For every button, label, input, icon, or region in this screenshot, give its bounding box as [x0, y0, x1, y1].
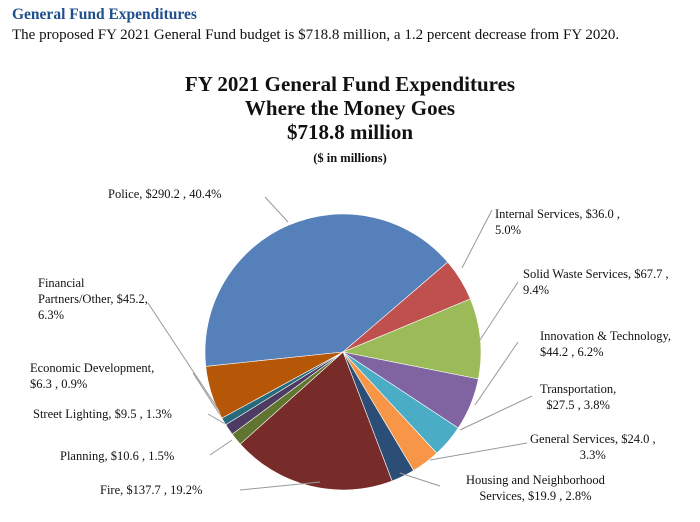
leader-line: [239, 481, 321, 491]
slice-label-line: 5.0%: [495, 223, 522, 237]
slice-label-line: Solid Waste Services, $67.7 ,: [523, 267, 669, 281]
leader-line: [207, 413, 228, 426]
slice-label-line: Police, $290.2 , 40.4%: [108, 187, 222, 201]
leader-line: [147, 302, 221, 413]
slice-label-line: Street Lighting, $9.5 , 1.3%: [33, 407, 172, 421]
slice-label: Street Lighting, $9.5 , 1.3%: [33, 406, 172, 422]
slice-label-line: 9.4%: [523, 283, 550, 297]
intro-text: The proposed FY 2021 General Fund budget…: [12, 27, 620, 43]
section-heading: General Fund Expenditures: [12, 6, 197, 23]
slice-label-line: Planning, $10.6 , 1.5%: [60, 449, 175, 463]
chart-subtitle: ($ in millions): [313, 151, 387, 165]
slice-label-line: Economic Development,: [30, 361, 155, 375]
pie-slice-police: [204, 213, 449, 367]
slice-label-line: $6.3 , 0.9%: [30, 377, 88, 391]
pie-slice-financial-partners-other: [205, 351, 344, 419]
leader-line: [459, 395, 533, 431]
slice-label: Transportation, $27.5 , 3.8%: [540, 381, 616, 413]
slice-label-line: Innovation & Technology,: [540, 329, 672, 343]
slice-label-line: General Services, $24.0 ,: [530, 432, 656, 446]
slice-label-line: 3.3%: [579, 448, 606, 462]
slice-label: Solid Waste Services, $67.7 , 9.4%: [523, 266, 669, 298]
slice-label: Internal Services, $36.0 , 5.0%: [495, 206, 620, 238]
pie-slice-fire: [239, 351, 393, 491]
leader-line: [479, 281, 519, 341]
leader-line: [429, 442, 528, 461]
slice-label-line: Housing and Neighborhood: [466, 473, 605, 487]
slice-label: Planning, $10.6 , 1.5%: [60, 448, 174, 464]
leader-line: [209, 439, 233, 456]
slice-label: Fire, $137.7 , 19.2%: [100, 482, 202, 498]
slice-label: Economic Development, $6.3 , 0.9%: [30, 360, 154, 392]
leader-line: [399, 472, 441, 487]
leader-line: [264, 196, 289, 223]
leader-line: [474, 341, 519, 406]
chart-title-line-3: $718.8 million: [286, 120, 413, 144]
slice-label-line: Internal Services, $36.0 ,: [495, 207, 620, 221]
slice-label: Police, $290.2 , 40.4%: [108, 186, 222, 202]
slice-label: Innovation & Technology, $44.2 , 6.2%: [540, 328, 671, 360]
chart-title-line-2: Where the Money Goes: [244, 96, 456, 120]
slice-label: Housing and Neighborhood Services, $19.9 …: [466, 472, 605, 504]
slice-label: Financial Partners/Other, $45.2, 6.3%: [38, 275, 148, 323]
slice-label-line: Partners/Other, $45.2,: [38, 292, 148, 306]
slice-label-line: 6.3%: [38, 308, 65, 322]
slice-label-line: $44.2 , 6.2%: [540, 345, 604, 359]
slice-label-line: $27.5 , 3.8%: [546, 398, 610, 412]
leader-line: [192, 372, 223, 419]
slice-label: General Services, $24.0 , 3.3%: [530, 431, 656, 463]
pie-slice-solid-waste-services: [341, 298, 482, 380]
slice-label-line: Transportation,: [540, 382, 617, 396]
chart-title-line-1: FY 2021 General Fund Expenditures: [184, 72, 516, 96]
slice-label-line: Financial: [38, 276, 85, 290]
leader-line: [461, 209, 493, 269]
slice-label-line: Fire, $137.7 , 19.2%: [100, 483, 203, 497]
slice-label-line: Services, $19.9 , 2.8%: [479, 489, 592, 503]
